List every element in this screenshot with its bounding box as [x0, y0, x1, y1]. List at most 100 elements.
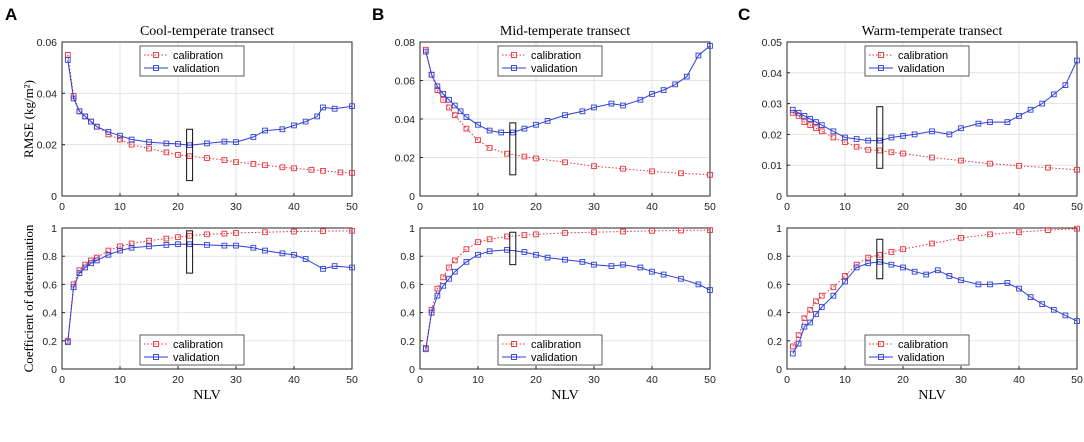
legend-swatch-marker-validation	[153, 354, 159, 360]
data-point-calibration	[842, 273, 848, 279]
x-tick-label: 40	[646, 201, 658, 213]
data-point-calibration	[233, 230, 239, 236]
data-point-calibration	[1016, 162, 1022, 169]
data-point-calibration	[262, 229, 268, 236]
data-point-calibration	[486, 236, 493, 243]
data-point-calibration	[262, 162, 268, 169]
data-point-validation	[695, 52, 702, 59]
data-point-calibration	[105, 247, 112, 254]
x-tick-label: 50	[346, 201, 358, 213]
data-point-validation	[795, 340, 802, 347]
legend-label-calibration: calibration	[531, 50, 581, 62]
x-tick-label: 30	[588, 374, 600, 386]
data-point-validation	[250, 134, 257, 140]
data-point-calibration	[649, 227, 655, 234]
data-point-validation	[422, 48, 429, 55]
data-point-calibration	[451, 112, 458, 119]
x-tick-label: 20	[897, 374, 909, 386]
data-point-validation	[1062, 312, 1069, 319]
data-point-validation	[958, 125, 964, 132]
data-point-validation	[795, 109, 802, 116]
data-point-validation	[428, 309, 435, 316]
data-point-calibration	[1045, 227, 1051, 233]
data-point-validation	[649, 91, 655, 97]
x-tick-label: 50	[704, 374, 716, 386]
data-point-validation	[842, 134, 848, 141]
data-point-validation	[1039, 301, 1046, 307]
data-point-validation	[128, 136, 135, 143]
data-point-validation	[678, 275, 684, 282]
data-point-calibration	[707, 227, 713, 233]
x-tick-label: 0	[59, 201, 65, 213]
data-point-validation	[1016, 285, 1022, 292]
data-point-calibration	[813, 298, 819, 305]
data-point-calibration	[533, 155, 539, 162]
data-point-calibration	[987, 231, 993, 238]
data-point-validation	[221, 242, 228, 249]
data-point-validation	[946, 273, 953, 279]
legend-swatch-marker-validation	[511, 65, 517, 71]
y-tick-label: 0.8	[400, 251, 415, 263]
data-point-validation	[204, 140, 210, 147]
data-point-calibration	[888, 149, 895, 156]
data-point-calibration	[521, 232, 528, 238]
data-point-calibration	[707, 171, 713, 178]
data-point-calibration	[349, 227, 355, 234]
x-tick-label: 30	[588, 201, 600, 213]
data-point-calibration	[146, 237, 152, 244]
data-point-validation	[349, 264, 355, 271]
data-point-calibration	[1045, 164, 1051, 171]
y-tick-label: 0.8	[42, 251, 57, 263]
legend-box	[864, 45, 970, 77]
axes-box	[786, 227, 1078, 370]
data-point-calibration	[446, 104, 452, 111]
data-point-validation	[1039, 100, 1046, 107]
data-point-validation	[853, 136, 860, 142]
data-point-validation	[579, 108, 586, 115]
data-point-validation	[93, 123, 100, 130]
y-tick-label: 0.6	[400, 279, 415, 291]
data-point-validation	[579, 258, 586, 265]
data-point-validation	[813, 311, 819, 317]
axes-box	[419, 41, 711, 197]
x-axis-label: NLV	[918, 388, 946, 403]
data-point-calibration	[451, 257, 458, 264]
legend-swatch-marker-validation	[153, 65, 159, 71]
data-point-calibration	[678, 227, 684, 234]
data-point-calibration	[204, 155, 210, 161]
x-tick-label: 40	[288, 374, 300, 386]
x-tick-label: 30	[955, 374, 967, 386]
axes-box	[419, 227, 711, 370]
data-point-validation	[233, 242, 239, 249]
legend-swatch-marker-validation	[511, 354, 517, 360]
legend-swatch-marker-calibration	[153, 341, 159, 347]
legend-label-validation: validation	[898, 352, 944, 364]
optimal-nlv-marker	[876, 106, 884, 169]
data-point-calibration	[349, 170, 355, 176]
data-point-validation	[987, 119, 993, 125]
data-point-validation	[428, 71, 435, 78]
data-point-calibration	[434, 285, 441, 292]
data-point-calibration	[789, 109, 796, 116]
data-point-validation	[900, 264, 906, 271]
data-point-validation	[789, 106, 796, 113]
data-point-validation	[446, 275, 452, 282]
x-tick-label: 10	[472, 201, 484, 213]
x-tick-label: 0	[417, 201, 423, 213]
data-point-calibration	[175, 152, 181, 158]
data-point-validation	[486, 248, 493, 255]
y-tick-label: 0.04	[37, 88, 58, 100]
series-line-calibration	[67, 54, 353, 174]
data-point-calibration	[221, 230, 228, 237]
x-tick-label: 40	[646, 374, 658, 386]
data-point-validation	[186, 142, 193, 149]
x-axis-label: NLV	[193, 388, 221, 403]
data-point-validation	[88, 118, 94, 125]
optimal-nlv-marker	[509, 231, 517, 266]
data-point-calibration	[1016, 229, 1022, 236]
series-line-validation	[425, 249, 711, 350]
data-point-calibration	[533, 231, 539, 238]
data-point-calibration	[117, 136, 123, 143]
